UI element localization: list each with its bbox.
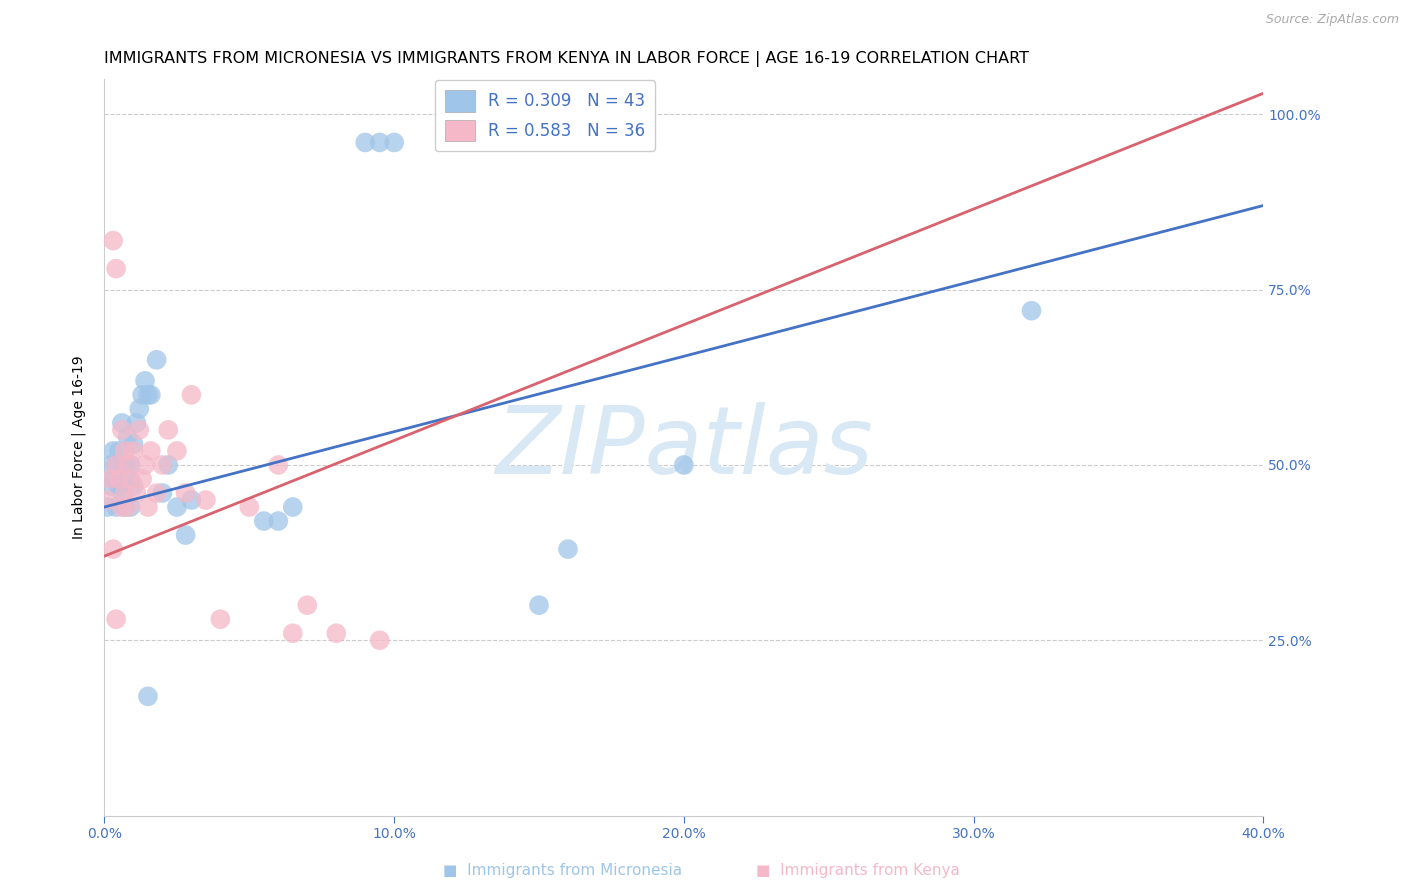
Point (672, 458, 695, 472)
Legend: R = 0.309   N = 43, R = 0.583   N = 36: R = 0.309 N = 43, R = 0.583 N = 36 (434, 80, 655, 152)
Point (157, 423, 180, 437)
Point (136, 388, 159, 402)
Point (145, 352, 167, 367)
Point (209, 612, 232, 626)
Point (125, 486, 148, 500)
Point (128, 423, 150, 437)
Point (111, 423, 134, 437)
Point (105, 261, 128, 276)
Point (152, 458, 174, 472)
Point (122, 444, 145, 458)
Point (238, 500, 260, 514)
Point (136, 690, 159, 704)
Point (114, 458, 136, 472)
Point (111, 416, 134, 430)
Point (105, 458, 128, 472)
Point (98, 458, 121, 472)
Point (557, 542, 579, 557)
Point (194, 493, 217, 508)
Point (117, 472, 139, 486)
Point (174, 528, 197, 542)
Point (114, 444, 136, 458)
Point (120, 500, 142, 514)
Point (117, 458, 139, 472)
Point (108, 479, 131, 493)
Point (267, 514, 290, 528)
Point (297, 598, 319, 612)
Point (128, 401, 150, 416)
Y-axis label: In Labor Force | Age 16-19: In Labor Force | Age 16-19 (72, 356, 86, 540)
Text: IMMIGRANTS FROM MICRONESIA VS IMMIGRANTS FROM KENYA IN LABOR FORCE | AGE 16-19 C: IMMIGRANTS FROM MICRONESIA VS IMMIGRANTS… (104, 51, 1029, 67)
Point (117, 500, 139, 514)
Point (325, 626, 347, 640)
Point (139, 388, 162, 402)
Point (101, 472, 124, 486)
Point (117, 430, 139, 444)
Point (368, 633, 391, 648)
Point (120, 458, 142, 472)
Text: ZIPatlas: ZIPatlas (495, 402, 873, 493)
Point (122, 479, 145, 493)
Point (96, 493, 118, 508)
Point (180, 388, 202, 402)
Point (101, 444, 124, 458)
Point (136, 500, 159, 514)
Point (1021, 303, 1043, 318)
Point (145, 486, 167, 500)
Point (166, 500, 188, 514)
Point (281, 500, 304, 514)
Point (131, 388, 153, 402)
Point (157, 458, 180, 472)
Point (134, 374, 156, 388)
Point (527, 598, 550, 612)
Point (105, 612, 128, 626)
Point (108, 444, 131, 458)
Point (114, 486, 136, 500)
Point (125, 416, 148, 430)
Point (96, 500, 118, 514)
Point (101, 234, 124, 248)
Point (98, 479, 121, 493)
Point (122, 437, 145, 451)
Point (166, 444, 188, 458)
Point (108, 472, 131, 486)
Text: ■  Immigrants from Micronesia: ■ Immigrants from Micronesia (443, 863, 682, 878)
Point (111, 500, 134, 514)
Point (134, 458, 156, 472)
Point (152, 486, 174, 500)
Point (382, 136, 405, 150)
Point (139, 444, 162, 458)
Point (98, 472, 121, 486)
Point (267, 458, 290, 472)
Text: ■  Immigrants from Kenya: ■ Immigrants from Kenya (755, 863, 960, 878)
Point (131, 472, 153, 486)
Point (180, 493, 202, 508)
Point (101, 542, 124, 557)
Point (174, 486, 197, 500)
Point (105, 500, 128, 514)
Point (253, 514, 276, 528)
Point (120, 472, 142, 486)
Text: Source: ZipAtlas.com: Source: ZipAtlas.com (1265, 13, 1399, 27)
Point (111, 486, 134, 500)
Point (281, 626, 304, 640)
Point (114, 500, 136, 514)
Point (368, 136, 391, 150)
Point (105, 458, 128, 472)
Point (354, 136, 377, 150)
Point (108, 472, 131, 486)
